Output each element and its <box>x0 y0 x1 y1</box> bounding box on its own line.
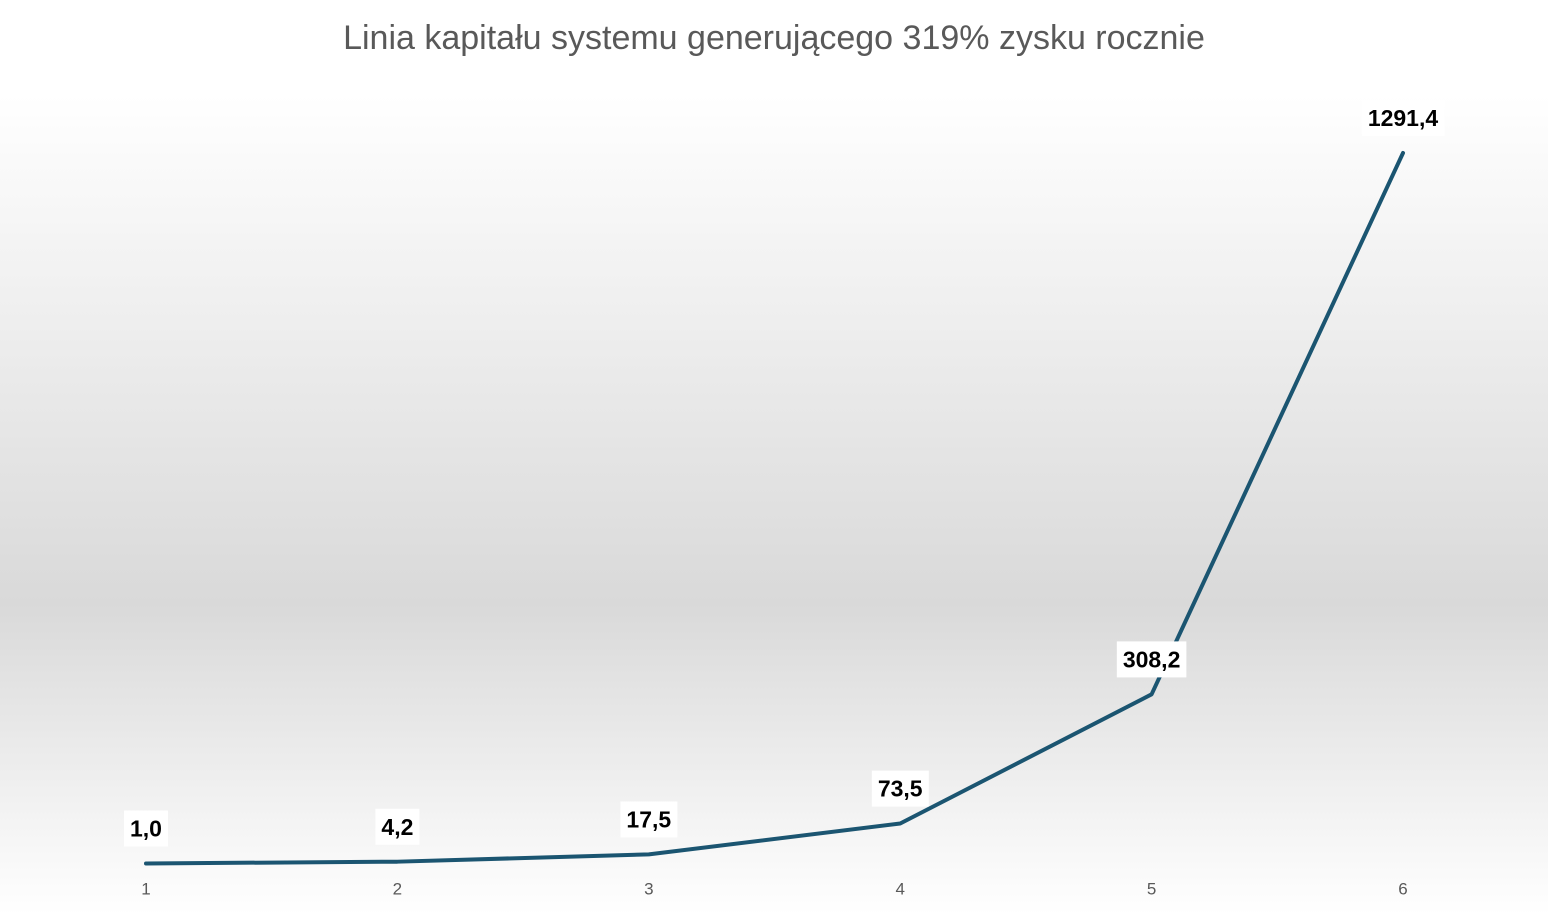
data-label-group: 17,5 <box>620 801 678 838</box>
data-label: 1,0 <box>130 816 162 842</box>
x-tick-label: 2 <box>393 879 402 898</box>
data-label-background <box>871 770 929 807</box>
x-tick-label: 1 <box>141 879 150 898</box>
data-label-background <box>1116 641 1187 678</box>
chart-title: Linia kapitału systemu generującego 319%… <box>343 19 1205 57</box>
plot-background <box>0 95 1548 915</box>
x-tick-label: 5 <box>1147 879 1156 898</box>
data-label-group: 308,2 <box>1116 641 1187 678</box>
data-label: 1291,4 <box>1368 105 1439 131</box>
data-label-background <box>620 801 678 838</box>
data-label-group: 1291,4 <box>1361 100 1445 137</box>
data-label-group: 73,5 <box>871 770 929 807</box>
data-label: 73,5 <box>878 776 923 802</box>
data-label-group: 1,0 <box>124 810 168 847</box>
data-label-background <box>375 808 420 845</box>
x-tick-label: 6 <box>1398 879 1407 898</box>
data-label: 17,5 <box>626 806 671 832</box>
x-tick-label: 4 <box>895 879 904 898</box>
data-label: 308,2 <box>1123 646 1181 672</box>
data-label-background <box>124 810 168 847</box>
data-label: 4,2 <box>381 814 413 840</box>
x-tick-label: 3 <box>644 879 653 898</box>
data-label-background <box>1361 100 1445 137</box>
line <box>144 151 1405 866</box>
data-label-group: 4,2 <box>375 808 420 845</box>
